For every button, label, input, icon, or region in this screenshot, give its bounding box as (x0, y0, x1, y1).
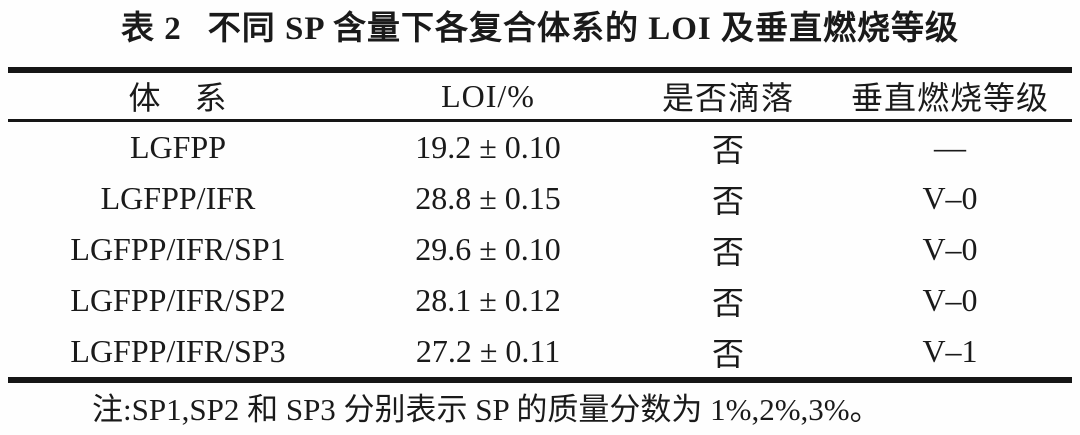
dripping-cell: 否 (711, 233, 744, 270)
dripping-cell: 否 (711, 284, 744, 321)
rating-cell: V–0 (922, 282, 978, 318)
table-row: LGFPP/IFR 28.8 ± 0.15 否 V–0 (8, 173, 1072, 224)
column-header-rating: 垂直燃烧等级 (828, 70, 1072, 122)
system-cell: LGFPP/IFR/SP1 (70, 231, 286, 267)
table-note: 注:SP1,SP2 和 SP3 分别表示 SP 的质量分数为 1%,2%,3%。 (92, 392, 881, 427)
loi-cell: 29.6 ± 0.10 (415, 231, 561, 267)
table-row: LGFPP/IFR/SP3 27.2 ± 0.11 否 V–1 (8, 326, 1072, 380)
rating-cell: V–0 (922, 231, 978, 267)
loi-cell: 28.1 ± 0.12 (415, 282, 561, 318)
table-header-row: 体 系 LOI/% 是否滴落 垂直燃烧等级 (8, 70, 1072, 122)
table-row: LGFPP/IFR/SP2 28.1 ± 0.12 否 V–0 (8, 275, 1072, 326)
rating-cell: V–1 (922, 333, 978, 369)
table-number: 表 2 (121, 11, 182, 47)
table-caption-text: 不同 SP 含量下各复合体系的 LOI 及垂直燃烧等级 (207, 11, 959, 47)
rating-cell: V–0 (922, 180, 978, 216)
table-row: LGFPP 19.2 ± 0.10 否 — (8, 121, 1072, 174)
system-cell: LGFPP/IFR/SP2 (70, 282, 286, 318)
loi-cell: 27.2 ± 0.11 (415, 333, 561, 369)
results-table: 体 系 LOI/% 是否滴落 垂直燃烧等级 LGFPP 19.2 ± 0.10 … (8, 67, 1072, 383)
dripping-cell: 否 (711, 182, 744, 219)
dripping-cell: 否 (711, 335, 744, 372)
column-header-system: 体 系 (8, 70, 348, 122)
column-header-dripping: 是否滴落 (628, 70, 828, 122)
system-cell: LGFPP/IFR/SP3 (70, 333, 286, 369)
system-cell: LGFPP/IFR (100, 180, 256, 216)
column-header-loi: LOI/% (348, 70, 628, 122)
rating-cell: — (934, 129, 966, 165)
dripping-cell: 否 (711, 131, 744, 168)
loi-cell: 28.8 ± 0.15 (415, 180, 561, 216)
system-cell: LGFPP (129, 129, 227, 165)
table-row: LGFPP/IFR/SP1 29.6 ± 0.10 否 V–0 (8, 224, 1072, 275)
table-caption: 表 2 不同 SP 含量下各复合体系的 LOI 及垂直燃烧等级 (0, 0, 1080, 58)
loi-cell: 19.2 ± 0.10 (415, 129, 561, 165)
